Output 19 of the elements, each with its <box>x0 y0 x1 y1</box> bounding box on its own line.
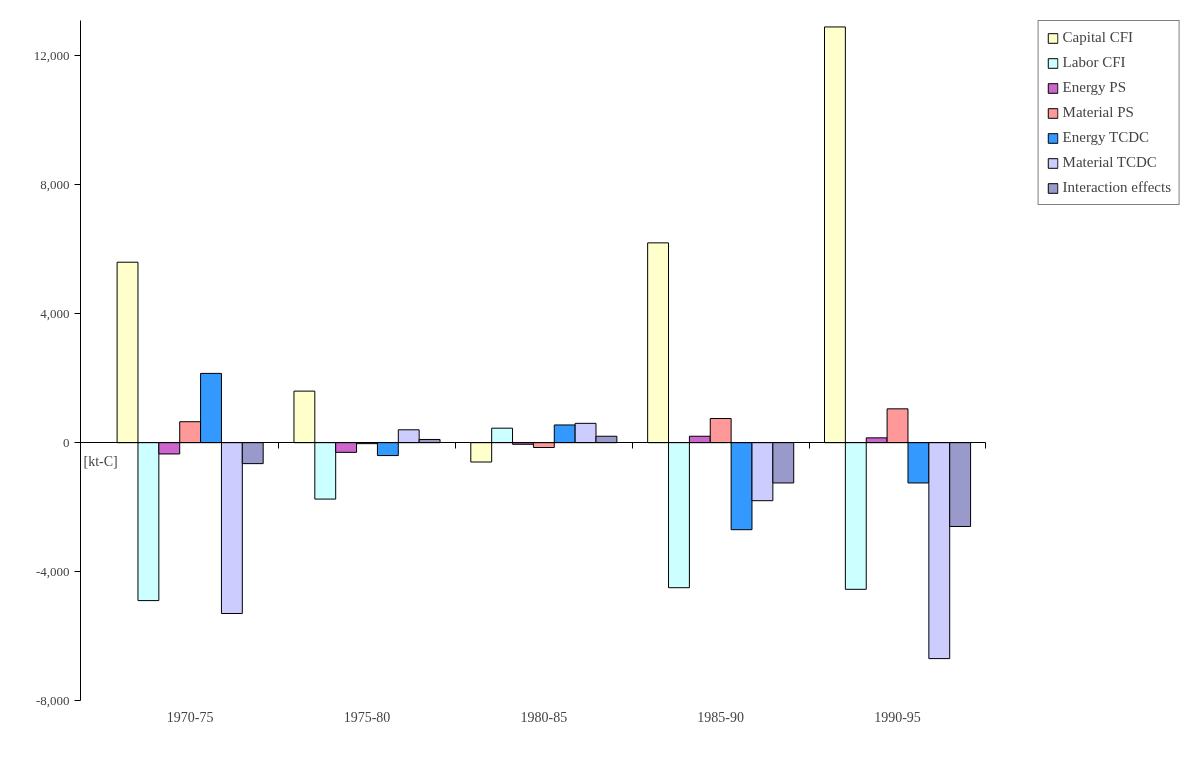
y-tick-label: 0 <box>63 434 70 450</box>
legend-label: Material PS <box>1062 104 1134 121</box>
y-tick-label: 12,000 <box>33 47 70 63</box>
x-tick-label: 1970-75 <box>166 709 214 725</box>
x-tick-label: 1980-85 <box>520 709 568 725</box>
legend-label: Energy TCDC <box>1062 129 1150 146</box>
legend-label: Energy PS <box>1062 79 1127 96</box>
x-tick-label: 1985-90 <box>697 709 745 725</box>
x-tick-label: 1975-80 <box>343 709 391 725</box>
y-axis-title: [kt-C] <box>83 453 118 469</box>
y-tick-label: -8,000 <box>35 692 70 708</box>
y-tick-label: 4,000 <box>40 305 70 321</box>
legend-label: Labor CFI <box>1062 54 1126 71</box>
legend-label: Interaction effects <box>1062 179 1171 196</box>
legend-label: Capital CFI <box>1062 29 1133 46</box>
legend-label: Material TCDC <box>1062 154 1157 171</box>
x-tick-label: 1990-95 <box>874 709 921 725</box>
y-tick-label: -4,000 <box>35 563 70 579</box>
y-tick-label: 8,000 <box>40 176 70 192</box>
